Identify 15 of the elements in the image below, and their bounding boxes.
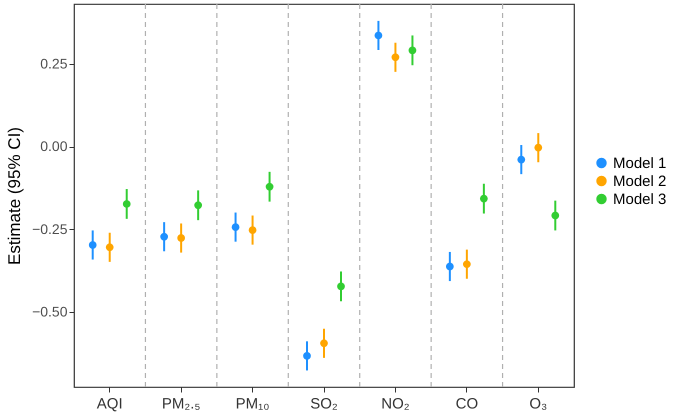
y-tick-label: 0.25 (40, 55, 68, 72)
y-tick-label: 0.00 (40, 138, 68, 154)
x-tick-label: AQI (96, 396, 123, 412)
legend-label: Model 3 (613, 191, 666, 208)
x-tick-label: O₃ (529, 396, 548, 412)
y-tick-label: −0.50 (32, 304, 68, 320)
y-tick-label: −0.25 (32, 220, 68, 237)
y-axis-title: Estimate (95% CI) (5, 127, 24, 265)
x-tick-label: NO₂ (381, 396, 410, 412)
x-tick-label: PM₁₀ (236, 396, 270, 412)
x-tick-label: SO₂ (310, 396, 338, 412)
legend-label: Model 1 (613, 155, 666, 172)
legend-label: Model 2 (613, 173, 666, 190)
x-tick-label: CO (456, 396, 478, 412)
x-tick-label: PM₂.₅ (162, 396, 200, 412)
